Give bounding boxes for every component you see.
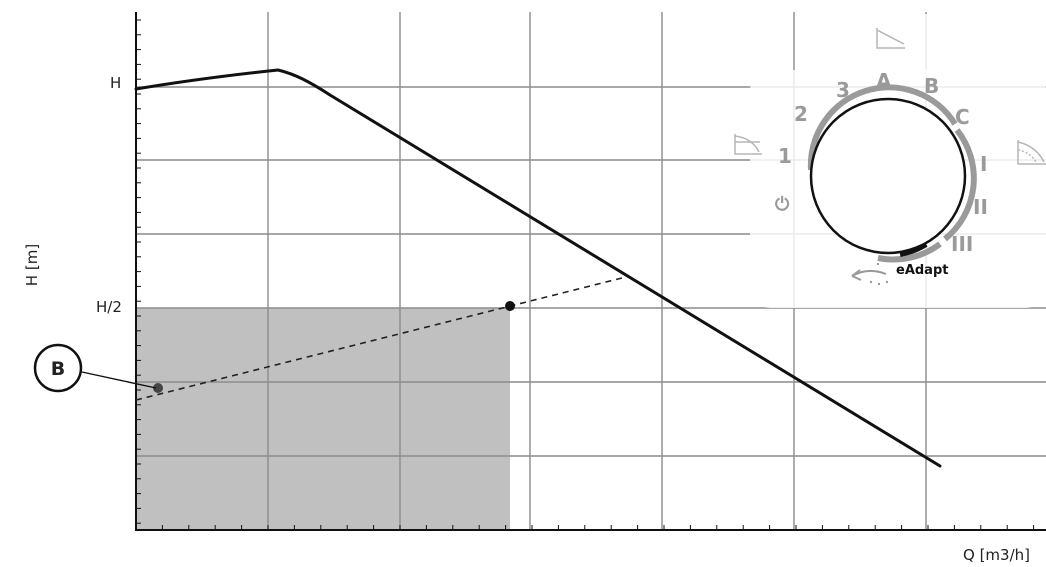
y-tick-label-h-half: H/2 — [96, 298, 122, 316]
power-icon: ⏻ — [775, 194, 790, 215]
pump-curve — [134, 68, 942, 468]
operating-point-half — [505, 301, 515, 311]
y-axis-minor-ticks — [136, 19, 141, 524]
proportional-pressure-icon — [734, 134, 762, 155]
callout-point — [153, 383, 163, 393]
callout-circle — [33, 343, 83, 393]
callout-label: B — [51, 358, 65, 380]
eadapt-arrow-icon — [851, 259, 888, 285]
dial-label-b: B — [924, 74, 939, 98]
dial-label-3: 3 — [836, 78, 850, 102]
dial-panel-top — [820, 14, 970, 84]
dial-label-ii: II — [973, 195, 988, 219]
x-axis-title: Q [m3/h] — [963, 546, 1030, 564]
constant-pressure-icon — [876, 28, 905, 49]
shaded-region — [136, 308, 510, 530]
eadapt-label: eAdapt — [896, 263, 948, 278]
constant-curve-icon — [1017, 140, 1046, 165]
dial-label-2: 2 — [794, 102, 808, 126]
dial-label-1: 1 — [778, 144, 792, 168]
y-axis-title: H [m] — [23, 244, 41, 286]
dial-label-a: A — [876, 69, 892, 93]
dial-label-i: I — [980, 152, 987, 176]
dial-knob — [809, 97, 967, 255]
x-axis-minor-ticks — [135, 525, 1035, 530]
y-tick-label-h: H — [110, 74, 121, 92]
callout-leader — [81, 371, 157, 389]
dial-label-iii: III — [951, 232, 973, 256]
dial-label-c: C — [955, 105, 970, 129]
